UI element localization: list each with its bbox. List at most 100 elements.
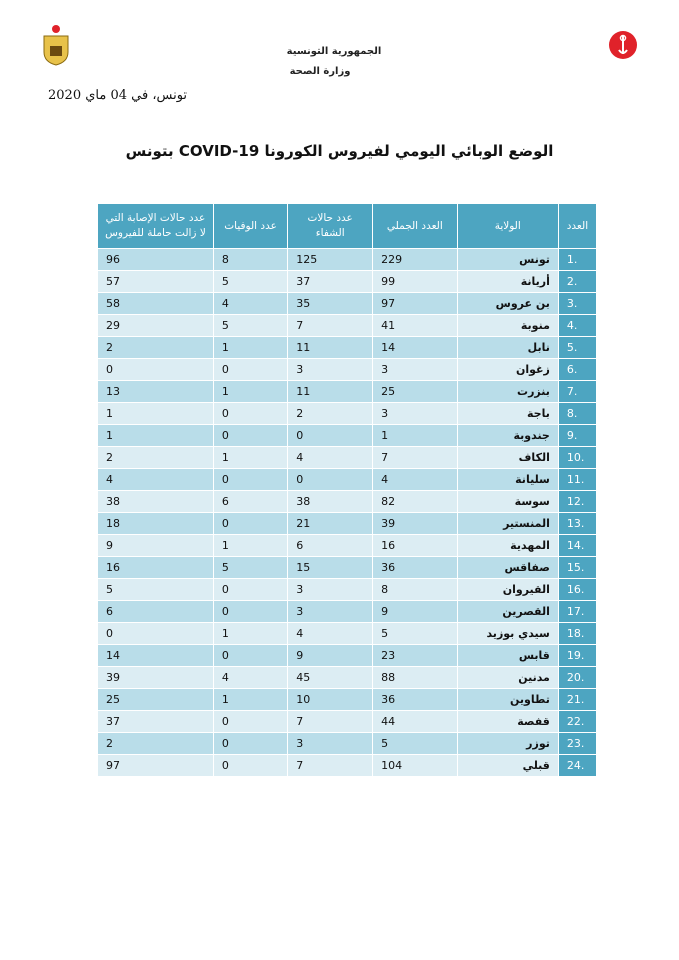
governorate-cell: سليانة xyxy=(456,468,559,491)
total-cases-cell: 1 xyxy=(372,424,458,447)
active-cases-cell: 96 xyxy=(97,248,214,271)
recovered-cell: 9 xyxy=(287,644,374,667)
total-cases-cell: 4 xyxy=(372,468,458,491)
governorate-cell: صفاقس xyxy=(456,556,559,579)
recovered-cell: 0 xyxy=(287,424,374,447)
active-cases-cell: 18 xyxy=(97,512,214,535)
total-cases-cell: 7 xyxy=(372,446,458,469)
row-number-cell: 2. xyxy=(557,270,598,293)
column-header-recovered: عدد حالات الشفاء xyxy=(287,203,374,249)
recovered-cell: 125 xyxy=(287,248,374,271)
recovered-cell: 11 xyxy=(287,380,374,403)
recovered-cell: 3 xyxy=(287,732,374,755)
row-number-cell: 15. xyxy=(557,556,598,579)
governorate-cell: قبلي xyxy=(456,754,559,777)
table-row: 12. سوسة 82 38 6 38 xyxy=(97,490,598,513)
table-row: 9. جندوبة 1 0 0 1 xyxy=(97,424,598,447)
row-number-cell: 21. xyxy=(557,688,598,711)
recovered-cell: 38 xyxy=(287,490,374,513)
total-cases-cell: 14 xyxy=(372,336,458,359)
active-cases-cell: 58 xyxy=(97,292,214,315)
recovered-cell: 11 xyxy=(287,336,374,359)
governorate-cell: نابل xyxy=(456,336,559,359)
deaths-cell: 1 xyxy=(212,336,289,359)
active-cases-cell: 14 xyxy=(97,644,214,667)
table-row: 24. قبلي 104 7 0 97 xyxy=(97,754,598,777)
governorate-cell: المنستير xyxy=(456,512,559,535)
table-row: 22. قفصة 44 7 0 37 xyxy=(97,710,598,733)
table-row: 4. منوبة 41 7 5 29 xyxy=(97,314,598,337)
total-cases-cell: 3 xyxy=(372,402,458,425)
governorate-cell: منوبة xyxy=(456,314,559,337)
recovered-cell: 21 xyxy=(287,512,374,535)
document-date: تونس، في 04 ماي 2020 xyxy=(48,88,188,103)
table-row: 1. تونس 229 125 8 96 xyxy=(97,248,598,271)
governorate-cell: الكاف xyxy=(456,446,559,469)
active-cases-cell: 25 xyxy=(97,688,214,711)
table-row: 5. نابل 14 11 1 2 xyxy=(97,336,598,359)
governorate-cell: أريانة xyxy=(456,270,559,293)
active-cases-cell: 29 xyxy=(97,314,214,337)
column-header-deaths: عدد الوفيات xyxy=(212,203,289,249)
total-cases-cell: 5 xyxy=(372,622,458,645)
row-number-cell: 12. xyxy=(557,490,598,513)
table-row: 19. قابس 23 9 0 14 xyxy=(97,644,598,667)
deaths-cell: 0 xyxy=(212,424,289,447)
active-cases-cell: 1 xyxy=(97,424,214,447)
recovered-cell: 7 xyxy=(287,710,374,733)
table-row: 16. القيروان 8 3 0 5 xyxy=(97,578,598,601)
table-row: 17. القصرين 9 3 0 6 xyxy=(97,600,598,623)
governorate-cell: القيروان xyxy=(456,578,559,601)
active-cases-cell: 2 xyxy=(97,336,214,359)
governorate-cell: توزر xyxy=(456,732,559,755)
row-number-cell: 18. xyxy=(557,622,598,645)
governorate-cell: زغوان xyxy=(456,358,559,381)
row-number-cell: 8. xyxy=(557,402,598,425)
row-number-cell: 1. xyxy=(557,248,598,271)
recovered-cell: 10 xyxy=(287,688,374,711)
recovered-cell: 4 xyxy=(287,622,374,645)
table-row: 14. المهدية 16 6 1 9 xyxy=(97,534,598,557)
recovered-cell: 7 xyxy=(287,754,374,777)
total-cases-cell: 36 xyxy=(372,688,458,711)
active-cases-cell: 37 xyxy=(97,710,214,733)
table-row: 10. الكاف 7 4 1 2 xyxy=(97,446,598,469)
row-number-cell: 10. xyxy=(557,446,598,469)
covid-cases-table: العدد الولاية العدد الجملي عدد حالات الش… xyxy=(97,203,598,777)
active-cases-cell: 9 xyxy=(97,534,214,557)
column-header-number: العدد xyxy=(557,203,598,249)
row-number-cell: 4. xyxy=(557,314,598,337)
active-cases-cell: 97 xyxy=(97,754,214,777)
active-cases-cell: 1 xyxy=(97,402,214,425)
table-row: 8. باجة 3 2 0 1 xyxy=(97,402,598,425)
deaths-cell: 6 xyxy=(212,490,289,513)
row-number-cell: 24. xyxy=(557,754,598,777)
total-cases-cell: 23 xyxy=(372,644,458,667)
row-number-cell: 17. xyxy=(557,600,598,623)
governorate-cell: بنزرت xyxy=(456,380,559,403)
total-cases-cell: 104 xyxy=(372,754,458,777)
table-row: 18. سيدي بوزيد 5 4 1 0 xyxy=(97,622,598,645)
deaths-cell: 1 xyxy=(212,380,289,403)
governorate-cell: المهدية xyxy=(456,534,559,557)
deaths-cell: 5 xyxy=(212,556,289,579)
total-cases-cell: 97 xyxy=(372,292,458,315)
table-row: 23. توزر 5 3 0 2 xyxy=(97,732,598,755)
governorate-cell: سيدي بوزيد xyxy=(456,622,559,645)
deaths-cell: 1 xyxy=(212,534,289,557)
total-cases-cell: 82 xyxy=(372,490,458,513)
deaths-cell: 0 xyxy=(212,644,289,667)
deaths-cell: 0 xyxy=(212,710,289,733)
ministry-of-health-logo xyxy=(609,31,637,59)
row-number-cell: 20. xyxy=(557,666,598,689)
active-cases-cell: 2 xyxy=(97,446,214,469)
active-cases-cell: 5 xyxy=(97,578,214,601)
total-cases-cell: 25 xyxy=(372,380,458,403)
recovered-cell: 3 xyxy=(287,578,374,601)
recovered-cell: 2 xyxy=(287,402,374,425)
table-row: 15. صفاقس 36 15 5 16 xyxy=(97,556,598,579)
governorate-cell: تطاوين xyxy=(456,688,559,711)
governorate-cell: تونس xyxy=(456,248,559,271)
row-number-cell: 14. xyxy=(557,534,598,557)
recovered-cell: 45 xyxy=(287,666,374,689)
